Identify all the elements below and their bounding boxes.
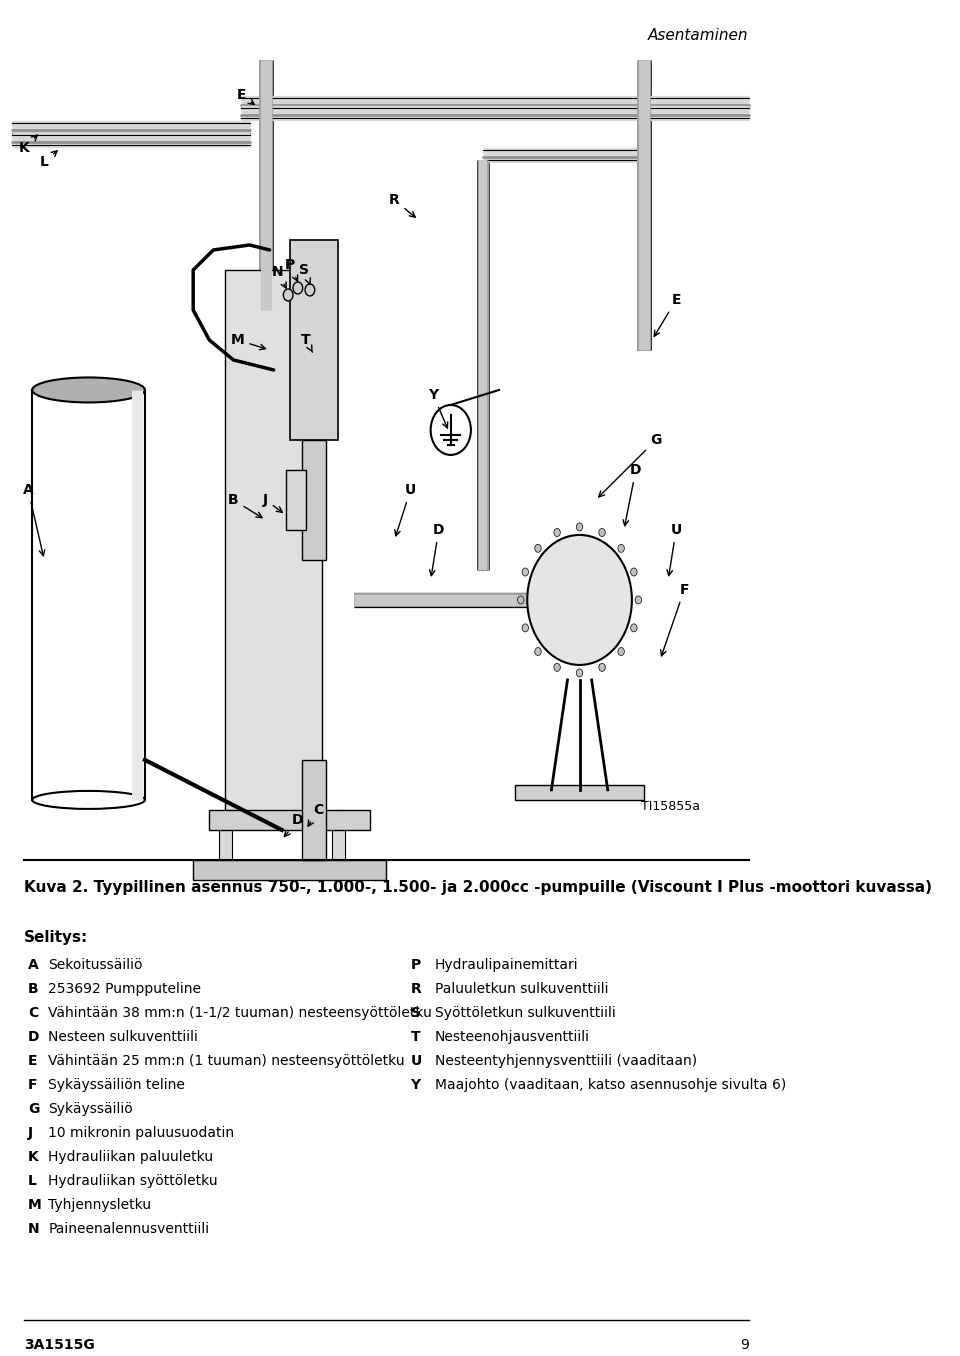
Text: Nesteen sulkuventtiili: Nesteen sulkuventtiili bbox=[48, 1031, 198, 1044]
Text: C: C bbox=[308, 803, 324, 826]
Circle shape bbox=[305, 283, 315, 296]
Text: M: M bbox=[230, 334, 266, 350]
Text: B: B bbox=[228, 494, 262, 518]
Text: S: S bbox=[411, 1006, 420, 1020]
Circle shape bbox=[554, 529, 561, 537]
Text: Selitys:: Selitys: bbox=[24, 930, 88, 945]
Text: TI15855a: TI15855a bbox=[641, 800, 700, 812]
Text: K: K bbox=[28, 1150, 39, 1163]
Text: Paineenalennusventtiili: Paineenalennusventtiili bbox=[48, 1222, 209, 1235]
Circle shape bbox=[431, 405, 471, 456]
Text: J: J bbox=[263, 494, 282, 513]
Circle shape bbox=[618, 648, 624, 655]
Text: Hydrauliikan paluuletku: Hydrauliikan paluuletku bbox=[48, 1150, 213, 1163]
Text: Syöttöletkun sulkuventtiili: Syöttöletkun sulkuventtiili bbox=[435, 1006, 615, 1020]
Text: Asentaminen: Asentaminen bbox=[648, 28, 749, 43]
Text: Vähintään 25 mm:n (1 tuuman) nesteensyöttöletku: Vähintään 25 mm:n (1 tuuman) nesteensyöt… bbox=[48, 1054, 405, 1069]
Text: R: R bbox=[389, 193, 416, 217]
Text: D: D bbox=[284, 812, 303, 837]
Text: Y: Y bbox=[411, 1078, 420, 1092]
Text: M: M bbox=[28, 1197, 42, 1212]
Bar bbox=[33, 391, 145, 800]
Circle shape bbox=[618, 544, 624, 552]
Circle shape bbox=[599, 663, 605, 671]
Text: Sekoitussäiliö: Sekoitussäiliö bbox=[48, 957, 143, 972]
Text: B: B bbox=[28, 982, 38, 995]
Text: T: T bbox=[301, 334, 312, 353]
Text: P: P bbox=[411, 957, 420, 972]
Bar bbox=[219, 810, 231, 860]
Ellipse shape bbox=[33, 791, 145, 810]
Bar bbox=[331, 810, 345, 860]
Text: Hydrauliikan syöttöletku: Hydrauliikan syöttöletku bbox=[48, 1174, 218, 1188]
Bar bbox=[290, 240, 338, 439]
Circle shape bbox=[522, 568, 529, 576]
Text: A: A bbox=[23, 483, 45, 556]
Text: G: G bbox=[599, 433, 661, 496]
Text: D: D bbox=[28, 1031, 39, 1044]
Text: R: R bbox=[411, 982, 421, 995]
Text: 10 mikronin paluusuodatin: 10 mikronin paluusuodatin bbox=[48, 1125, 234, 1140]
Text: J: J bbox=[28, 1125, 34, 1140]
Text: F: F bbox=[28, 1078, 37, 1092]
Circle shape bbox=[535, 544, 541, 552]
Text: E: E bbox=[655, 293, 681, 336]
Text: C: C bbox=[28, 1006, 38, 1020]
Circle shape bbox=[636, 595, 641, 603]
Text: N: N bbox=[28, 1222, 39, 1235]
Circle shape bbox=[517, 595, 524, 603]
Text: Y: Y bbox=[428, 388, 447, 428]
Text: S: S bbox=[300, 263, 310, 283]
Text: K: K bbox=[19, 136, 37, 155]
Circle shape bbox=[283, 289, 293, 301]
Circle shape bbox=[522, 624, 529, 632]
Text: E: E bbox=[237, 88, 254, 104]
Bar bbox=[286, 471, 306, 530]
Bar bbox=[193, 860, 386, 880]
Bar bbox=[301, 439, 326, 560]
Text: L: L bbox=[39, 151, 57, 170]
Text: Tyhjennysletku: Tyhjennysletku bbox=[48, 1197, 152, 1212]
Circle shape bbox=[293, 282, 302, 294]
Text: U: U bbox=[667, 523, 682, 576]
Text: P: P bbox=[285, 258, 298, 281]
Text: Maajohto (vaaditaan, katso asennusohje sivulta 6): Maajohto (vaaditaan, katso asennusohje s… bbox=[435, 1078, 786, 1092]
Circle shape bbox=[527, 536, 632, 664]
Text: D: D bbox=[429, 523, 444, 576]
Text: E: E bbox=[28, 1054, 37, 1069]
Text: 9: 9 bbox=[740, 1338, 749, 1352]
Text: F: F bbox=[660, 583, 689, 656]
Circle shape bbox=[599, 529, 605, 537]
Text: A: A bbox=[28, 957, 39, 972]
Text: D: D bbox=[623, 462, 641, 526]
Bar bbox=[209, 810, 371, 830]
Circle shape bbox=[554, 663, 561, 671]
Text: G: G bbox=[28, 1102, 39, 1116]
Circle shape bbox=[576, 523, 583, 532]
Text: Hydraulipainemittari: Hydraulipainemittari bbox=[435, 957, 578, 972]
Text: Sykäyssäiliön teline: Sykäyssäiliön teline bbox=[48, 1078, 185, 1092]
Text: Paluuletkun sulkuventtiili: Paluuletkun sulkuventtiili bbox=[435, 982, 609, 995]
Text: L: L bbox=[28, 1174, 37, 1188]
Circle shape bbox=[535, 648, 541, 655]
Text: Vähintään 38 mm:n (1-1/2 tuuman) nesteensyöttöletku: Vähintään 38 mm:n (1-1/2 tuuman) nesteen… bbox=[48, 1006, 432, 1020]
Text: 253692 Pumpputeline: 253692 Pumpputeline bbox=[48, 982, 202, 995]
Text: Nesteenohjausventtiili: Nesteenohjausventtiili bbox=[435, 1031, 589, 1044]
Bar bbox=[301, 759, 326, 860]
Text: Nesteentyhjennysventtiili (vaaditaan): Nesteentyhjennysventtiili (vaaditaan) bbox=[435, 1054, 697, 1069]
Text: T: T bbox=[411, 1031, 420, 1044]
Circle shape bbox=[576, 669, 583, 677]
Circle shape bbox=[631, 568, 637, 576]
Text: N: N bbox=[272, 264, 286, 287]
Bar bbox=[516, 785, 644, 800]
Circle shape bbox=[631, 624, 637, 632]
Text: Sykäyssäiliö: Sykäyssäiliö bbox=[48, 1102, 133, 1116]
Text: 3A1515G: 3A1515G bbox=[24, 1338, 95, 1352]
Text: U: U bbox=[411, 1054, 421, 1069]
Bar bbox=[226, 270, 322, 820]
Text: Kuva 2. Tyypillinen asennus 750-, 1.000-, 1.500- ja 2.000cc -pumpuille (Viscount: Kuva 2. Tyypillinen asennus 750-, 1.000-… bbox=[24, 880, 932, 895]
Ellipse shape bbox=[33, 377, 145, 403]
Text: U: U bbox=[395, 483, 416, 536]
